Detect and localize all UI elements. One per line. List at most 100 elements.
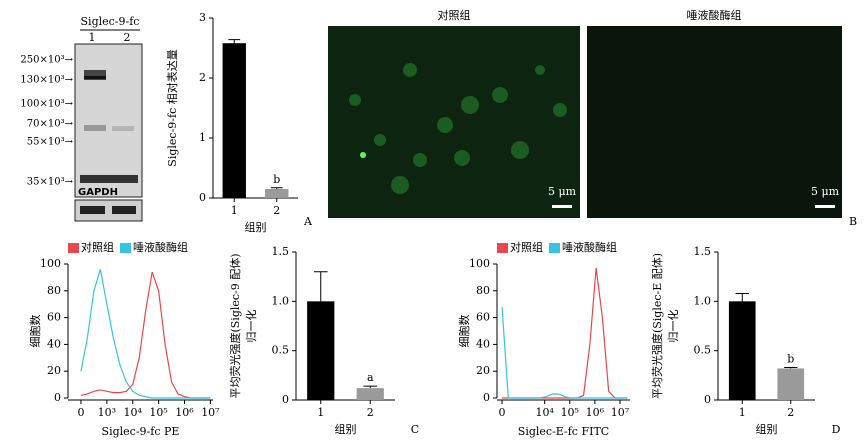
x-tick-label: 10⁶ [586, 406, 605, 419]
y-tick-label: 20 [476, 364, 490, 377]
x-axis-label: Siglec-E-fc FITC [518, 425, 609, 438]
bar [307, 301, 335, 400]
image-title: 对照组 [438, 8, 471, 22]
y-axis-label: 细胞数 [29, 315, 42, 348]
blot-header: Siglec-9-fc [81, 15, 140, 28]
scale-label: 5 μm [811, 185, 840, 198]
band [80, 175, 138, 183]
x-axis-label: 组别 [335, 422, 357, 436]
bar [265, 189, 289, 198]
y-axis-label: 细胞数 [458, 315, 471, 348]
scale-bar [815, 205, 835, 208]
y-tick-label: 40 [476, 337, 490, 350]
legend-label: 唾液酸酶组 [562, 240, 617, 254]
error-bar [735, 292, 749, 302]
blot [74, 43, 143, 198]
y-tick-label: 1.0 [694, 294, 712, 307]
annotation: b [787, 352, 794, 365]
lane-label: 2 [124, 31, 131, 44]
y-tick-label: 1.5 [272, 245, 290, 258]
y-tick-label: 1.0 [272, 294, 290, 307]
x-tick-label: 10⁴ [535, 406, 554, 419]
bar [356, 388, 384, 400]
x-tick-label: 10⁴ [124, 406, 143, 419]
x-tick-label: 1 [317, 406, 324, 419]
cell [360, 152, 366, 158]
marker-label: 130×10³→ [20, 75, 73, 86]
marker-label: 55×10³→ [27, 137, 74, 148]
band [112, 126, 134, 131]
x-tick-label: 10⁷ [201, 406, 220, 419]
x-axis-label: 组别 [756, 422, 778, 436]
legend-swatch [549, 243, 560, 253]
y-tick-label: 0 [54, 391, 61, 404]
annotation: b [273, 173, 280, 186]
y-axis-label: 归一化 [666, 310, 680, 343]
loading-label: GAPDH [78, 187, 118, 198]
y-tick-label: 100 [40, 257, 61, 270]
annotation: a [367, 371, 374, 384]
x-tick-label: 1 [231, 204, 238, 217]
x-tick-label: 0 [77, 406, 84, 419]
y-axis-label: 归一化 [244, 310, 258, 343]
panel-label: C [411, 423, 419, 436]
x-tick-label: 2 [273, 204, 280, 217]
y-tick-label: 40 [47, 337, 61, 350]
blot [74, 199, 143, 222]
image-title: 唾液酸酶组 [687, 8, 742, 22]
y-tick-label: 1 [199, 131, 206, 144]
panel-label: B [849, 215, 857, 228]
micrograph [587, 26, 842, 218]
y-tick-label: 0 [199, 191, 206, 204]
y-tick-label: 3 [199, 11, 206, 24]
bar [728, 301, 756, 400]
error-bar [270, 187, 283, 189]
lane-label: 1 [89, 31, 96, 44]
y-tick-label: 60 [476, 311, 490, 324]
y-axis-label: 平均荧光强度(Siglec-9 配体) [228, 253, 242, 398]
series-line [80, 269, 211, 399]
y-tick-label: 80 [476, 284, 490, 297]
y-axis-label: 平均荧光强度(Siglec-E 配体) [650, 253, 664, 399]
y-tick-label: 60 [47, 311, 61, 324]
y-tick-label: 0.5 [272, 344, 290, 357]
micrograph [328, 26, 580, 218]
legend-swatch [68, 243, 79, 253]
marker-label: 100×10³→ [20, 99, 73, 110]
x-tick-label: 10³ [98, 406, 116, 419]
scale-label: 5 μm [548, 185, 577, 198]
x-tick-label: 2 [367, 406, 374, 419]
marker-label: 35×10³→ [27, 177, 74, 188]
y-tick-label: 2 [199, 71, 206, 84]
x-tick-label: 10⁵ [561, 406, 579, 419]
y-axis-label: Siglec-9-fc 相对表达量 [165, 49, 179, 166]
series-line [80, 271, 211, 399]
error-bar [363, 385, 378, 389]
bar [777, 368, 805, 400]
x-tick-label: 10⁷ [611, 406, 630, 419]
x-axis-label: 组别 [245, 220, 267, 234]
x-tick-label: 1 [739, 406, 746, 419]
band [84, 125, 106, 131]
y-tick-label: 0 [704, 393, 711, 406]
y-tick-label: 0 [282, 393, 289, 406]
bar [222, 43, 246, 199]
legend-label: 对照组 [510, 240, 543, 254]
y-tick-label: 100 [469, 257, 490, 270]
cells [349, 63, 567, 194]
legend-swatch [497, 243, 508, 253]
legend-label: 唾液酸酶组 [133, 240, 188, 254]
marker-label: 250×10³→ [20, 55, 73, 66]
x-axis-label: Siglec-9-fc PE [102, 425, 180, 438]
band [84, 70, 106, 80]
legend-label: 对照组 [81, 240, 114, 254]
y-tick-label: 1.5 [694, 245, 712, 258]
x-tick-label: 0 [499, 406, 506, 419]
x-tick-label: 10⁵ [149, 406, 167, 419]
x-tick-label: 10⁶ [175, 406, 194, 419]
panel-label: A [303, 215, 313, 228]
band [80, 206, 105, 214]
legend-swatch [120, 243, 131, 253]
band [112, 206, 136, 214]
